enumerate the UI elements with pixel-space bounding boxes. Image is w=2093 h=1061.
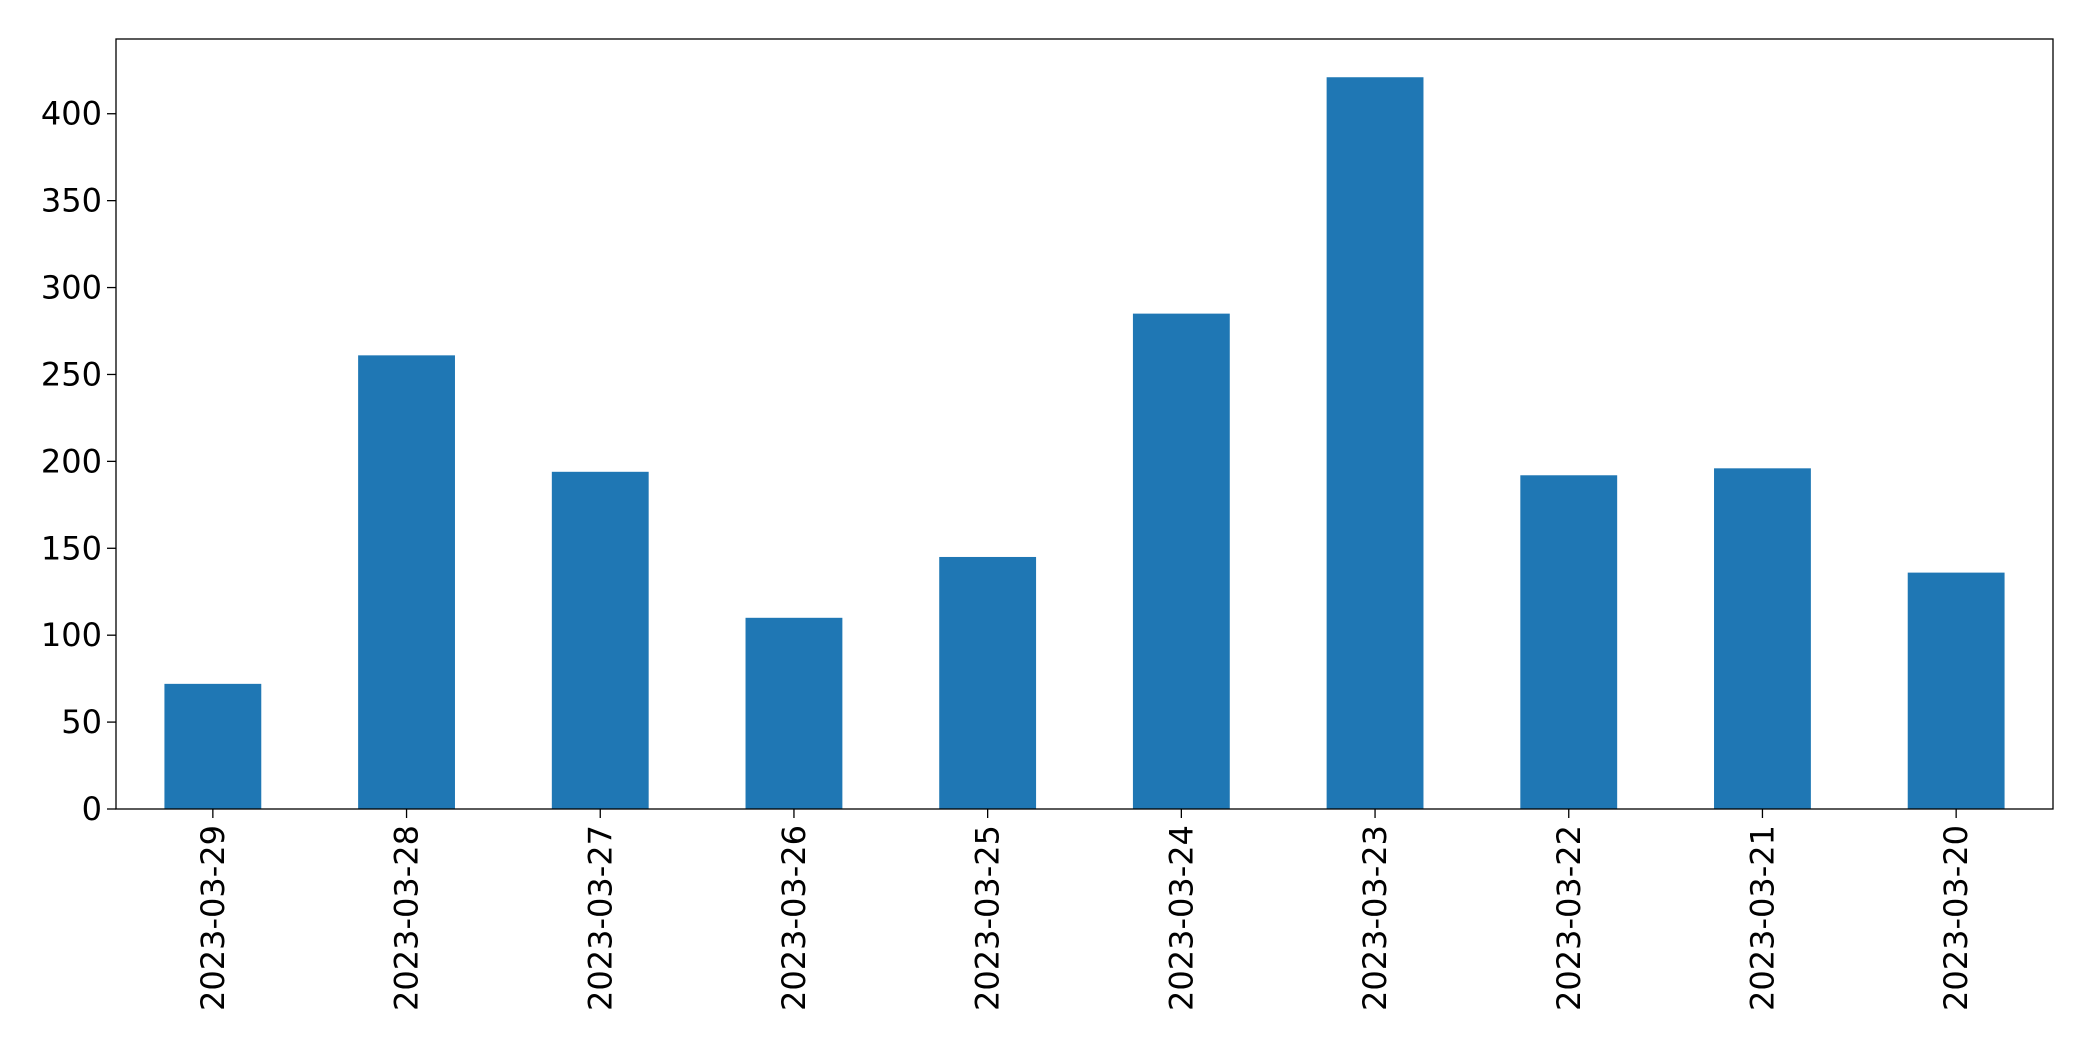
bar bbox=[1907, 572, 2005, 809]
x-tick-label: 2023-03-21 bbox=[1743, 825, 1781, 1011]
y-tick-label: 400 bbox=[41, 95, 102, 133]
bar bbox=[939, 556, 1037, 809]
y-tick-label: 0 bbox=[82, 790, 102, 828]
x-tick-label: 2023-03-25 bbox=[969, 825, 1007, 1011]
y-tick-label: 100 bbox=[41, 616, 102, 654]
y-tick-label: 150 bbox=[41, 529, 102, 567]
x-tick-label: 2023-03-27 bbox=[581, 825, 619, 1011]
y-tick-label: 50 bbox=[61, 703, 102, 741]
x-tick-label: 2023-03-24 bbox=[1162, 825, 1200, 1011]
axes-frame bbox=[115, 38, 2054, 810]
y-tick-label: 250 bbox=[41, 355, 102, 393]
bar bbox=[1714, 468, 1811, 809]
bar bbox=[1520, 475, 1618, 809]
bar bbox=[358, 355, 455, 809]
x-tick-label: 2023-03-23 bbox=[1356, 825, 1394, 1011]
y-tick-label: 300 bbox=[41, 269, 102, 307]
x-tick-label: 2023-03-22 bbox=[1550, 825, 1588, 1011]
bar bbox=[1132, 313, 1230, 809]
bar bbox=[164, 683, 262, 809]
x-tick-label: 2023-03-20 bbox=[1937, 825, 1975, 1011]
bar bbox=[745, 617, 843, 809]
bar bbox=[551, 471, 649, 809]
y-tick-label: 350 bbox=[41, 182, 102, 220]
x-tick-label: 2023-03-26 bbox=[775, 825, 813, 1011]
x-tick-label: 2023-03-28 bbox=[388, 825, 426, 1011]
y-tick-label: 200 bbox=[41, 442, 102, 480]
bar bbox=[1326, 77, 1424, 810]
x-tick-label: 2023-03-29 bbox=[194, 825, 232, 1011]
